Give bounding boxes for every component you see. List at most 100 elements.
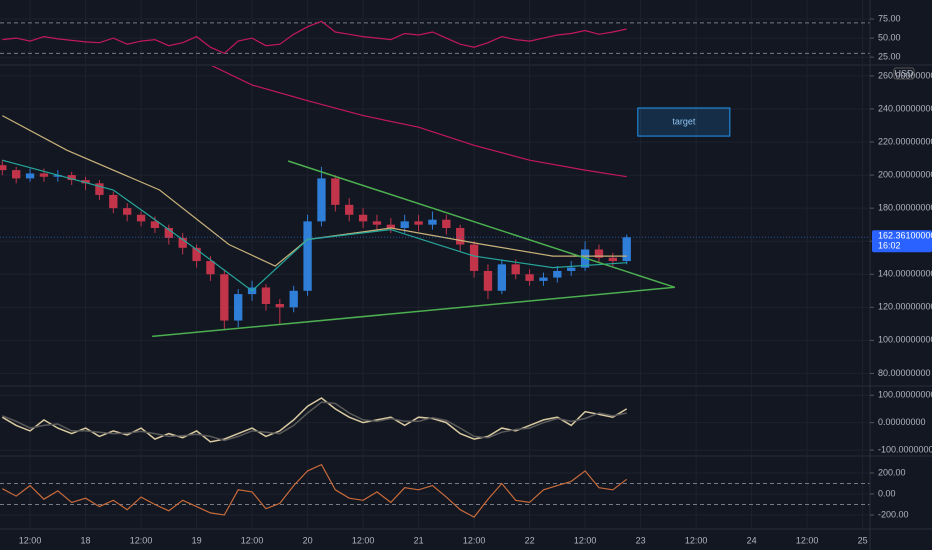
x-tick-label: 22 — [525, 535, 535, 545]
candle-body — [372, 221, 382, 225]
candle-body — [608, 257, 618, 262]
candle-body — [511, 264, 520, 275]
candle-body — [123, 208, 132, 215]
currency-box — [893, 67, 915, 80]
countdown-label: 16:02 — [878, 241, 901, 251]
x-tick-label: 21 — [414, 535, 424, 545]
x-tick-label: 20 — [303, 535, 313, 545]
candle-body — [67, 175, 76, 181]
x-tick-label: 23 — [636, 535, 646, 545]
candle-body — [483, 270, 493, 291]
x-tick-label: 18 — [81, 535, 91, 545]
line — [287, 160, 676, 289]
candle-body — [39, 173, 49, 177]
y-tick-label: 80.00000000 — [878, 368, 931, 378]
candle-body — [428, 219, 437, 225]
candle-body — [289, 290, 298, 308]
y-tick-label: 25.00 — [878, 52, 901, 62]
candle-body — [206, 261, 215, 275]
y-tick-label: 180.00000000 — [878, 203, 932, 213]
candle-body — [358, 214, 368, 222]
x-tick-label: 19 — [192, 535, 202, 545]
candle-body — [553, 270, 562, 278]
candle-body — [331, 178, 340, 205]
x-tick-label: 12:00 — [574, 535, 597, 545]
y-tick-label: 0.00 — [878, 488, 896, 498]
y-tick-label: -200.00 — [878, 509, 909, 519]
x-tick-label: 12:00 — [463, 535, 486, 545]
candle-body — [81, 180, 90, 184]
candle-body — [150, 221, 160, 228]
candle-body — [192, 247, 201, 262]
y-tick-label: 260.00000000 — [878, 70, 932, 80]
candle-body — [53, 175, 62, 177]
candle-body — [303, 221, 312, 291]
candle-body — [317, 178, 326, 222]
candle-body — [220, 274, 229, 321]
y-tick-label: 0.00000000 — [878, 417, 926, 427]
line — [2, 159, 627, 292]
line — [2, 20, 627, 55]
candle-body — [456, 227, 465, 245]
x-tick-label: 25 — [858, 535, 868, 545]
last-price-label: 162.36100000 — [878, 231, 932, 241]
candle-body — [386, 224, 395, 228]
y-tick-label: 50.00 — [878, 32, 901, 42]
line — [2, 115, 627, 267]
currency-label: USD — [894, 68, 914, 78]
last-price-box — [872, 230, 932, 253]
candle-body — [414, 221, 423, 225]
y-tick-label: 120.00000000 — [878, 302, 932, 312]
line — [211, 66, 627, 178]
candle-body — [345, 204, 354, 215]
line — [152, 286, 675, 338]
candle-body — [136, 214, 146, 222]
oscillator-panel — [0, 387, 870, 455]
y-tick-label: 75.00 — [878, 13, 901, 23]
candle-body — [567, 267, 576, 271]
candle-body — [594, 249, 604, 258]
price-panel: target — [0, 66, 870, 385]
candle-body — [164, 227, 173, 238]
candle-body — [469, 244, 479, 271]
candle-body — [442, 219, 451, 228]
candle-body — [12, 170, 21, 179]
candle-body — [400, 221, 409, 228]
candle-body — [525, 274, 534, 281]
target-label: target — [672, 116, 696, 126]
candle-body — [0, 165, 7, 171]
line — [2, 401, 627, 442]
y-tick-label: -100.00000000 — [878, 444, 932, 454]
y-tick-label: 140.00000000 — [878, 269, 932, 279]
candle-body — [95, 183, 104, 195]
x-tick-label: 12:00 — [241, 535, 264, 545]
x-tick-label: 12:00 — [685, 535, 708, 545]
line — [2, 463, 628, 518]
y-tick-label: 100.00000000 — [878, 390, 932, 400]
y-tick-label: 200.00000000 — [878, 169, 932, 179]
candle-body — [25, 173, 35, 179]
x-tick-label: 12:00 — [19, 535, 42, 545]
y-tick-label: 100.00000000 — [878, 335, 932, 345]
target-box — [637, 107, 731, 137]
candle-body — [178, 237, 187, 248]
candle-body — [497, 264, 506, 291]
candle-body — [622, 237, 631, 262]
x-tick-label: 12:00 — [130, 535, 153, 545]
candle-body — [275, 304, 284, 308]
candle-body — [261, 287, 271, 305]
rsi-panel — [0, 0, 870, 64]
x-tick-label: 24 — [747, 535, 757, 545]
y-tick-label: 200.00 — [878, 467, 906, 477]
x-tick-label: 12:00 — [352, 535, 375, 545]
y-tick-label: 240.00000000 — [878, 103, 932, 113]
cci-panel — [0, 457, 870, 528]
x-tick-label: 12:00 — [796, 535, 819, 545]
candle-body — [234, 294, 243, 321]
y-tick-label: 220.00000000 — [878, 136, 932, 146]
candle-body — [539, 277, 548, 281]
candle-body — [109, 194, 118, 209]
